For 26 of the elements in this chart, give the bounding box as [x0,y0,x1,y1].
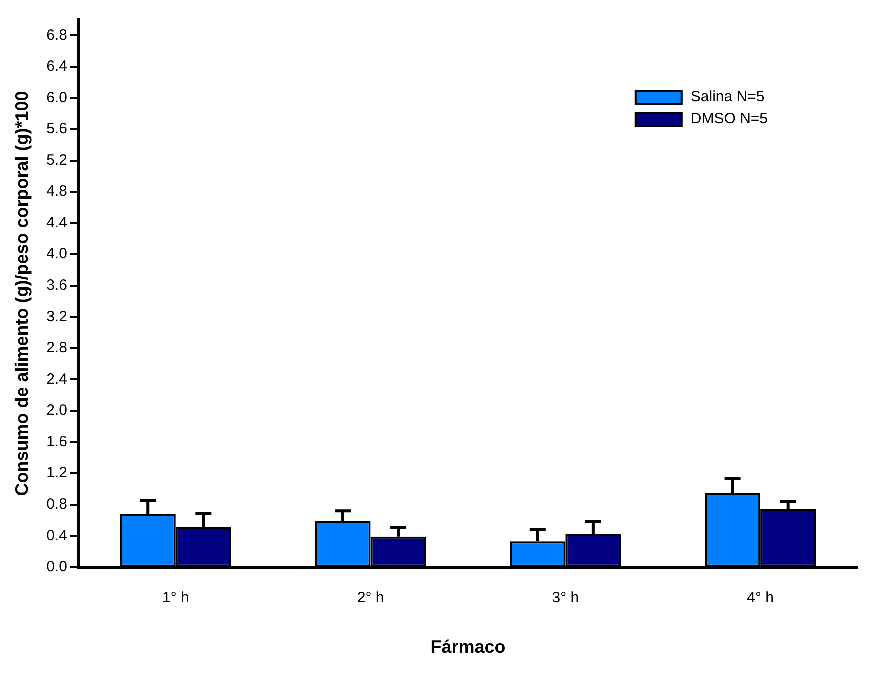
y-tick-label: 6.0 [46,89,68,106]
x-tick-label: 4° h [747,590,774,607]
x-tick-label: 1° h [162,590,190,607]
y-tick-label: 1.2 [46,464,68,482]
y-tick-label: 6.4 [46,58,68,76]
y-tick-label: 5.6 [46,120,68,138]
legend-label: DMSO N=5 [690,110,768,128]
y-tick-label: 5.2 [46,152,68,169]
y-axis-title: Consumo de alimento (g)/peso corporal (g)*100 [12,91,32,496]
y-tick-label: 6.8 [46,26,68,44]
y-tick-label: 4.8 [46,183,68,200]
y-tick-label: 0.8 [46,496,68,513]
y-tick-label: 2.8 [46,340,68,357]
y-tick-label: 4.0 [46,246,68,263]
legend-label: Salina N=5 [690,88,765,106]
x-tick-label: 2° h [357,590,384,607]
y-tick-label: 0.0 [46,558,68,576]
y-tick-label: 3.2 [46,308,68,326]
y-tick-label: 0.4 [46,527,68,544]
y-tick-label: 2.4 [46,370,68,388]
x-tick-label: 3° h [552,590,580,607]
y-tick-label: 1.6 [46,433,68,450]
y-tick-label: 2.0 [46,402,68,420]
x-axis-title: Fármaco [430,637,506,658]
y-tick-label: 3.6 [46,277,68,294]
y-tick-label: 4.4 [46,214,68,232]
